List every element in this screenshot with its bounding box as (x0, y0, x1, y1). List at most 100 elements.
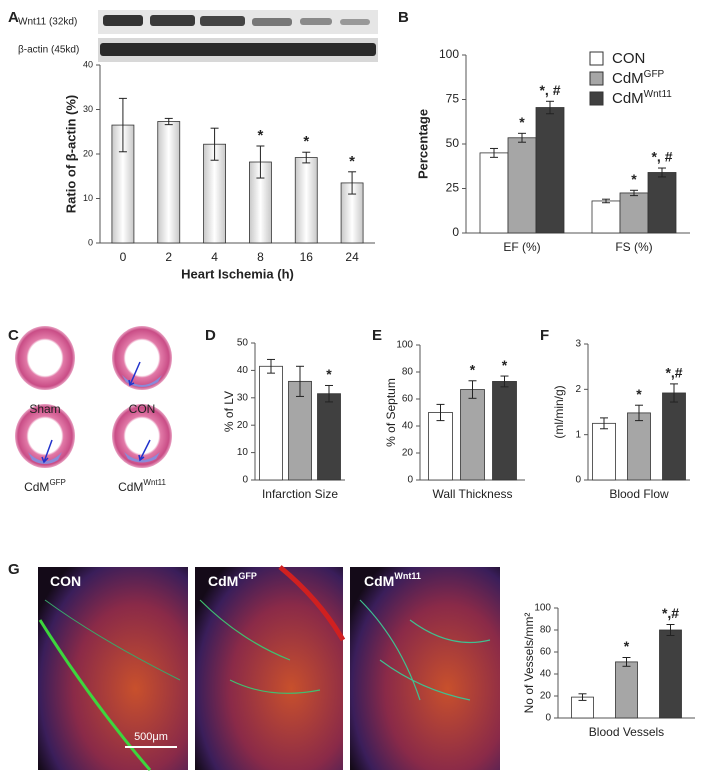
panel-label: E (372, 327, 382, 344)
y-tick-label: 100 (534, 603, 551, 614)
y-tick-label: 50 (446, 136, 460, 150)
y-axis-label: Percentage (415, 109, 430, 179)
panel-label: A (8, 9, 19, 26)
bar (157, 121, 181, 244)
bar (317, 393, 341, 481)
error-bar (635, 404, 643, 422)
x-tick-label: Blood Vessels (589, 725, 664, 739)
legend-swatch (589, 91, 604, 106)
bar (460, 389, 485, 481)
legend-label-text: CdM (612, 90, 644, 107)
y-tick-label: 40 (237, 365, 249, 376)
section-label-superscript: Wnt11 (143, 478, 166, 487)
error-bar (348, 171, 357, 195)
section-label: CON (129, 402, 156, 416)
section-label: Sham (29, 402, 60, 416)
legend-label: CON (612, 50, 645, 67)
annotation: * (636, 386, 642, 402)
y-tick-label: 100 (396, 340, 413, 351)
error-bar (666, 624, 675, 636)
y-tick-label: 10 (237, 447, 249, 458)
error-bar (518, 132, 526, 143)
panel-label: G (8, 561, 20, 578)
x-axis-label: Heart Ischemia (h) (181, 266, 294, 281)
micrograph-label-text: CdM (208, 573, 238, 589)
y-tick-label: 80 (402, 367, 414, 378)
legend-label: CdMGFP (612, 69, 665, 87)
error-bar (118, 97, 127, 153)
micrograph-label-text: CdM (364, 573, 394, 589)
blot-label: Wnt11 (32kd) (18, 17, 77, 28)
section-label-text: CdM (24, 480, 49, 494)
bar (591, 200, 621, 234)
section-label-superscript: GFP (49, 478, 65, 487)
error-bar (164, 117, 173, 126)
error-bar (468, 380, 477, 399)
legend-label-superscript: GFP (644, 69, 665, 80)
y-axis-label: No of Vessels/mm² (522, 613, 536, 714)
annotation: * (303, 133, 309, 150)
panel-label: C (8, 327, 19, 344)
y-tick-label: 0 (452, 225, 459, 239)
y-axis-label: Ratio of β-actin (%) (63, 95, 78, 213)
error-bar (256, 145, 265, 179)
scale-bar-label: 500μm (134, 731, 168, 743)
bar (662, 392, 686, 481)
y-tick-label: 25 (446, 181, 460, 195)
y-axis-label: % of Septum (384, 378, 398, 447)
blot (98, 10, 378, 62)
error-bar (600, 417, 608, 430)
y-tick-label: 100 (439, 47, 459, 61)
panel-label: B (398, 9, 409, 26)
legend-label-superscript: Wnt11 (644, 89, 673, 100)
y-tick-label: 30 (83, 104, 93, 114)
y-tick-label: 30 (237, 392, 249, 403)
annotation: * (502, 357, 508, 373)
y-tick-label: 0 (242, 475, 248, 486)
bar (619, 192, 649, 234)
annotation: * (326, 366, 332, 382)
y-tick-label: 1 (575, 429, 581, 440)
micrograph-label: CdMWnt11 (364, 571, 421, 588)
section-label: CdMGFP (24, 478, 66, 494)
annotation: * (624, 638, 630, 654)
bar (647, 172, 677, 234)
y-tick-label: 50 (237, 338, 249, 349)
error-bar (267, 358, 275, 374)
annotation: * (257, 127, 263, 144)
bar (659, 629, 682, 719)
error-bar (302, 151, 311, 164)
x-tick-label: 0 (120, 250, 127, 264)
bar (259, 365, 283, 481)
legend-swatch (589, 51, 604, 66)
annotation: *, # (539, 82, 560, 98)
error-bar (546, 100, 554, 115)
error-bar (296, 365, 304, 397)
error-bar (325, 384, 333, 403)
blot-label: β-actin (45kd) (18, 45, 79, 56)
bar (479, 152, 509, 234)
section-label: CdMWnt11 (118, 478, 166, 494)
y-tick-label: 3 (575, 339, 581, 350)
section-label-text: CON (129, 402, 156, 416)
legend-label-text: CON (612, 50, 645, 67)
legend-label: CdMWnt11 (612, 89, 672, 107)
error-bar (436, 403, 445, 422)
y-tick-label: 20 (237, 420, 249, 431)
error-bar (658, 167, 666, 178)
x-tick-label: 24 (345, 250, 359, 264)
micrograph-label-text: CON (50, 573, 81, 589)
legend-swatch (589, 71, 604, 86)
y-tick-label: 20 (540, 691, 552, 702)
x-tick-label: 16 (300, 250, 314, 264)
x-tick-label: Blood Flow (609, 487, 669, 501)
panel-label: F (540, 327, 549, 344)
annotation: * (631, 171, 637, 187)
y-tick-label: 40 (402, 421, 414, 432)
y-tick-label: 0 (545, 713, 551, 724)
panel-label: D (205, 327, 216, 344)
heart-sections (15, 326, 172, 468)
bar (615, 661, 638, 719)
x-tick-label: 4 (211, 250, 218, 264)
y-tick-label: 75 (446, 92, 460, 106)
